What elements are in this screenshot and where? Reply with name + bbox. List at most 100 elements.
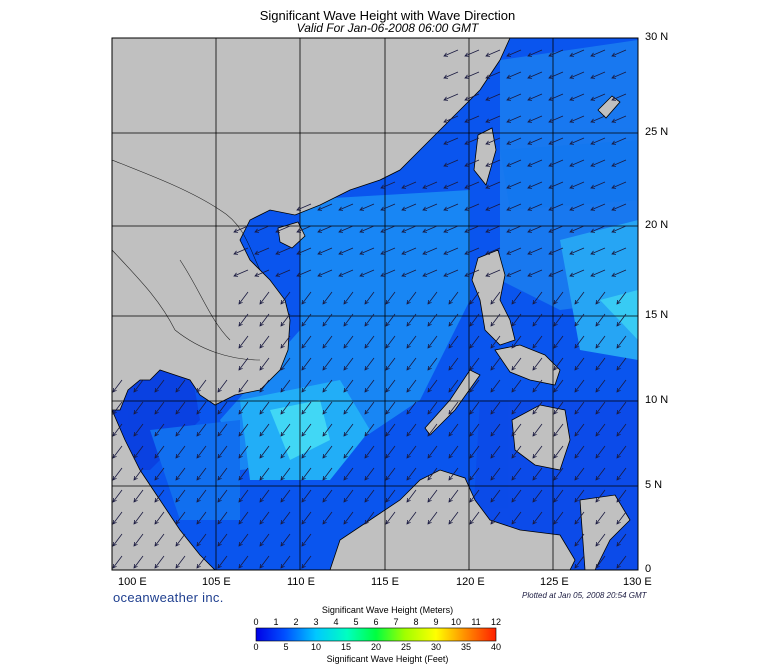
wave-arrow-307 xyxy=(469,445,480,459)
wave-arrow-25 xyxy=(590,93,606,101)
wave-arrow-252 xyxy=(364,401,375,415)
wave-arrow-209 xyxy=(511,357,522,371)
wave-arrow-345 xyxy=(217,489,228,503)
wave-arrow-293 xyxy=(175,445,186,459)
wave-arrow-129 xyxy=(422,269,438,277)
lon-label-110e: 110 E xyxy=(287,576,315,588)
wave-arrow-68 xyxy=(338,203,354,211)
wave-arrow-283 xyxy=(490,423,501,437)
wave-arrow-153 xyxy=(532,291,543,305)
wave-arrow-240 xyxy=(112,401,123,415)
wave-arrow-249 xyxy=(301,401,312,415)
wave-arrow-190 xyxy=(511,335,522,349)
wave-arrow-175 xyxy=(595,313,606,327)
borders xyxy=(112,159,261,361)
wave-arrow-20 xyxy=(485,93,501,101)
feet-tick-1: 5 xyxy=(283,642,289,652)
wave-arrow-232 xyxy=(469,379,480,393)
lat-label-20n: 20 N xyxy=(645,219,669,231)
wave-arrow-38 xyxy=(485,137,501,145)
wave-arrow-91 xyxy=(422,225,438,233)
wave-arrow-72 xyxy=(422,203,438,211)
brand-logo-text: oceanweather inc. xyxy=(113,590,224,605)
wave-arrow-95 xyxy=(506,225,522,233)
wave-arrow-170 xyxy=(490,313,501,327)
land-luzon xyxy=(471,249,516,346)
lat-label-15n: 15 N xyxy=(645,309,669,321)
wave-arrow-60 xyxy=(506,181,522,189)
wave-arrow-342 xyxy=(154,489,165,503)
wave-arrow-256 xyxy=(448,401,459,415)
wave-arrow-14 xyxy=(548,71,564,79)
feet-tick-5: 25 xyxy=(400,642,412,652)
wave-arrow-154 xyxy=(553,291,564,305)
wave-arrow-410 xyxy=(259,555,270,569)
wave-arrow-197 xyxy=(259,357,270,371)
wave-arrow-179 xyxy=(280,335,291,349)
wave-arrow-304 xyxy=(406,445,417,459)
wave-arrow-213 xyxy=(595,357,606,371)
wave-arrow-139 xyxy=(238,291,249,305)
wave-arrow-57 xyxy=(443,181,459,189)
wave-arrow-300 xyxy=(322,445,333,459)
lon-label-100e: 100 E xyxy=(118,576,147,588)
wave-arrow-8 xyxy=(611,49,627,57)
wave-arrow-224 xyxy=(301,379,312,393)
wave-arrow-369 xyxy=(196,511,207,525)
wave-arrow-143 xyxy=(322,291,333,305)
wave-arrow-257 xyxy=(469,401,480,415)
wave-arrow-183 xyxy=(364,335,375,349)
wave-arrow-233 xyxy=(490,379,501,393)
wave-arrow-404 xyxy=(133,555,144,569)
wave-arrow-10 xyxy=(464,71,480,79)
wave-arrow-368 xyxy=(175,511,186,525)
wave-arrow-52 xyxy=(590,159,606,167)
graticule xyxy=(112,38,638,570)
wave-arrow-309 xyxy=(511,445,522,459)
wave-arrow-159 xyxy=(259,313,270,327)
wave-arrow-406 xyxy=(175,555,186,569)
wave-arrow-132 xyxy=(485,269,501,277)
wave-arrow-75 xyxy=(485,203,501,211)
wave-arrow-205 xyxy=(427,357,438,371)
wave-arrow-301 xyxy=(343,445,354,459)
wave-arrow-106 xyxy=(338,247,354,255)
feet-tick-3: 15 xyxy=(340,642,352,652)
wave-arrow-242 xyxy=(154,401,165,415)
wave-arrow-215 xyxy=(112,379,123,393)
wave-arrow-394 xyxy=(196,533,207,547)
wave-arrow-218 xyxy=(175,379,186,393)
wave-arrow-276 xyxy=(343,423,354,437)
wave-arrow-53 xyxy=(611,159,627,167)
wave-direction-arrows xyxy=(112,49,627,569)
wave-arrow-312 xyxy=(574,445,585,459)
wave-arrow-54 xyxy=(380,181,396,189)
wave-arrow-3 xyxy=(506,49,522,57)
wave-arrow-102 xyxy=(254,247,270,255)
wave-arrow-134 xyxy=(527,269,543,277)
wave-arrow-176 xyxy=(616,313,627,327)
wave-arrow-19 xyxy=(464,93,480,101)
meters-tick-6: 6 xyxy=(373,617,379,627)
lon-label-115e: 115 E xyxy=(371,576,399,588)
wave-arrow-208 xyxy=(490,357,501,371)
wave-arrow-241 xyxy=(133,401,144,415)
wave-arrow-291 xyxy=(133,445,144,459)
wave-arrow-237 xyxy=(574,379,585,393)
wave-arrow-324 xyxy=(301,467,312,481)
wave-arrow-100 xyxy=(611,225,627,233)
wave-arrow-13 xyxy=(527,71,543,79)
wave-arrow-315 xyxy=(112,467,123,481)
wave-arrow-163 xyxy=(343,313,354,327)
wave-arrow-180 xyxy=(301,335,312,349)
wave-arrow-374 xyxy=(301,511,312,525)
wave-arrow-321 xyxy=(238,467,249,481)
wave-arrow-231 xyxy=(448,379,459,393)
wave-arrow-145 xyxy=(364,291,375,305)
wave-arrow-78 xyxy=(548,203,564,211)
wave-arrow-367 xyxy=(154,511,165,525)
lon-label-125e: 125 E xyxy=(540,576,569,588)
wave-arrow-329 xyxy=(406,467,417,481)
wave-arrow-130 xyxy=(443,269,459,277)
wave-arrow-341 xyxy=(133,489,144,503)
